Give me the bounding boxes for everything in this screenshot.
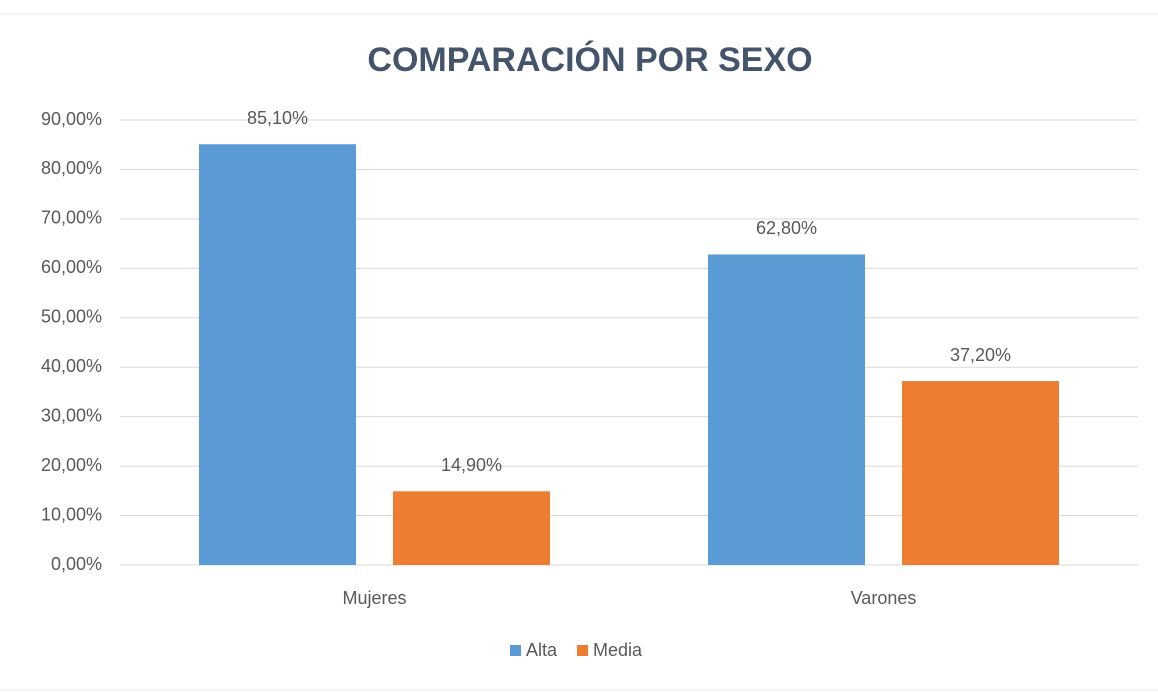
y-tick-label: 40,00% (41, 356, 102, 376)
chart-title: COMPARACIÓN POR SEXO (367, 41, 812, 79)
legend-label: Media (593, 640, 643, 660)
y-tick-label: 0,00% (51, 554, 102, 574)
bar (708, 254, 865, 565)
y-tick-label: 20,00% (41, 455, 102, 475)
y-tick-label: 90,00% (41, 109, 102, 129)
y-tick-label: 50,00% (41, 307, 102, 327)
data-label: 62,80% (756, 218, 817, 238)
y-tick-label: 70,00% (41, 208, 102, 228)
data-label: 37,20% (950, 345, 1011, 365)
x-tick-label: Mujeres (342, 588, 406, 608)
y-tick-label: 60,00% (41, 257, 102, 277)
y-tick-label: 10,00% (41, 504, 102, 524)
data-label: 85,10% (247, 108, 308, 128)
legend-swatch (577, 645, 589, 656)
y-tick-label: 30,00% (41, 405, 102, 425)
legend-label: Alta (526, 640, 558, 660)
data-label: 14,90% (441, 455, 502, 475)
y-tick-label: 80,00% (41, 158, 102, 178)
bar (393, 491, 550, 565)
x-tick-label: Varones (851, 588, 917, 608)
bar (902, 381, 1059, 565)
legend-swatch (510, 645, 521, 656)
bar (199, 144, 356, 565)
